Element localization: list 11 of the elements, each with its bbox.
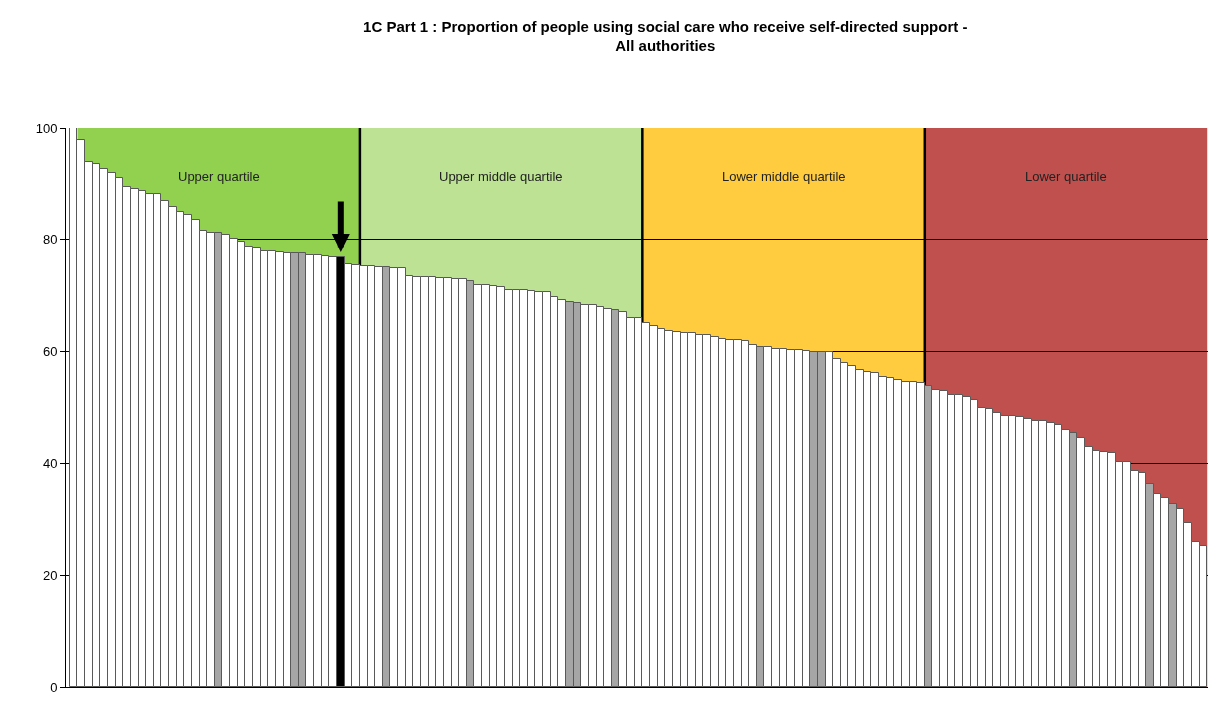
annotation: Lower middle quartile bbox=[722, 169, 846, 184]
annotation: Lower quartile bbox=[1025, 169, 1107, 184]
annotation: Upper middle quartile bbox=[439, 169, 563, 184]
y-tick-label: 100 bbox=[35, 120, 58, 136]
chart-title: 1C Part 1 : Proportion of people using social care who receive self-directed support - All authorities bbox=[363, 17, 968, 55]
y-tick-label: 40 bbox=[42, 455, 58, 471]
y-tick-label: 60 bbox=[42, 344, 58, 360]
y-tick-label: 20 bbox=[42, 567, 58, 583]
y-tick-label: 0 bbox=[50, 679, 58, 695]
y-tick-label: 80 bbox=[42, 232, 58, 248]
annotation: Upper quartile bbox=[178, 169, 260, 184]
